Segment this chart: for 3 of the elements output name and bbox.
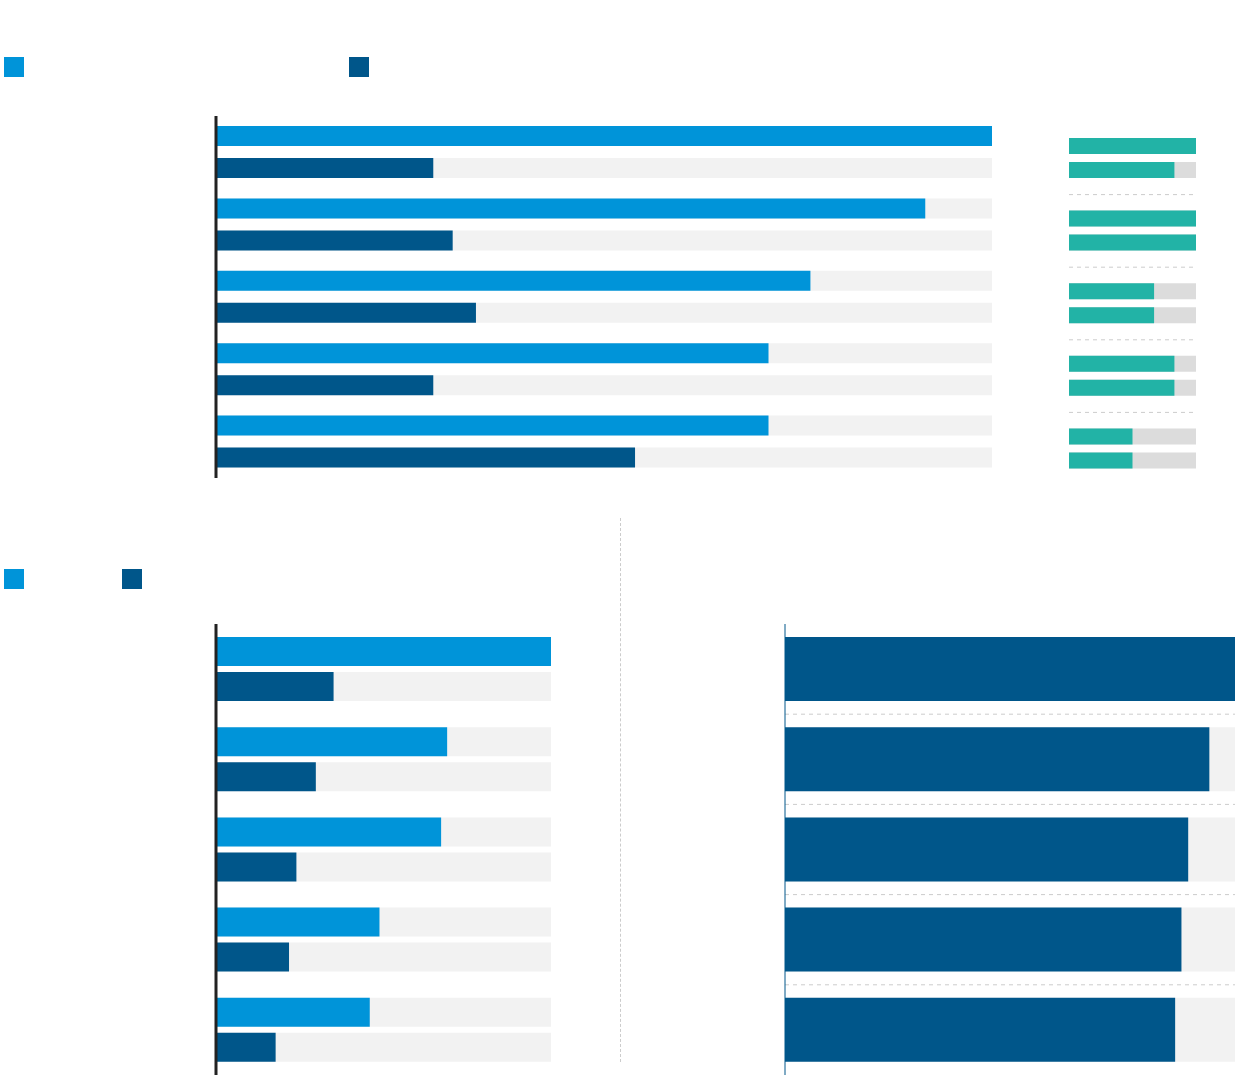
bar bbox=[216, 942, 290, 972]
bar bbox=[216, 852, 297, 882]
bar bbox=[216, 1032, 276, 1062]
